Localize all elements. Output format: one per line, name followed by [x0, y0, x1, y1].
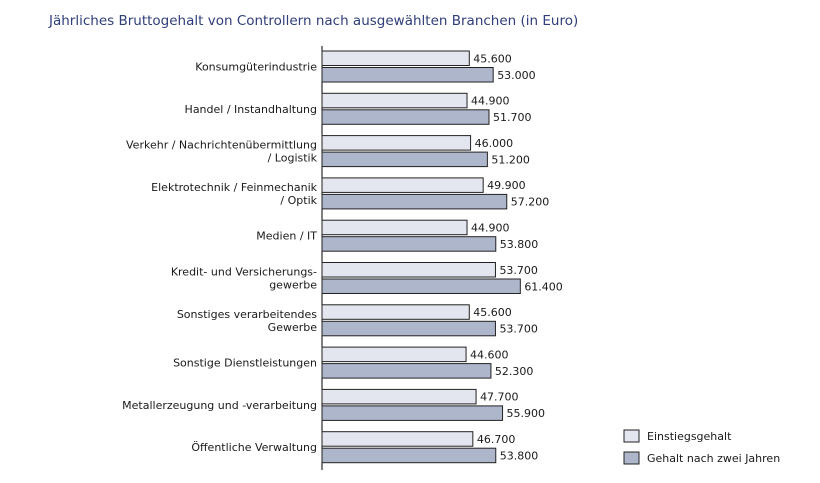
value-label: 46.000 [475, 137, 513, 150]
value-label: 46.700 [477, 433, 516, 446]
category-label: Handel / Instandhaltung [185, 103, 317, 116]
bar-gehalt-nach-zwei-jahren [321, 67, 494, 83]
value-label: 49.900 [487, 179, 526, 192]
bar-einstiegsgehalt [321, 304, 470, 320]
category-label: Elektrotechnik / Feinmechanik [151, 181, 317, 194]
category-label: Sonstige Dienstleistungen [173, 357, 317, 370]
value-label: 53.700 [499, 323, 538, 336]
bar-gehalt-nach-zwei-jahren [321, 109, 490, 125]
value-label: 51.700 [493, 111, 531, 124]
bar-einstiegsgehalt [321, 92, 468, 109]
value-label: 51.200 [491, 153, 529, 166]
value-label: 44.900 [471, 95, 510, 108]
bar-gehalt-nach-zwei-jahren [321, 447, 497, 464]
category-label: / Logistik [268, 152, 318, 165]
category-label: Konsumgüterindustrie [195, 61, 317, 74]
bar-einstiegsgehalt [321, 50, 470, 66]
bar-gehalt-nach-zwei-jahren [321, 193, 508, 210]
value-label: 53.800 [500, 449, 539, 462]
bar-gehalt-nach-zwei-jahren [321, 320, 496, 337]
category-label: / Optik [280, 194, 317, 207]
bar-gehalt-nach-zwei-jahren [321, 236, 497, 252]
category-label: Öffentliche Verwaltung [191, 441, 317, 454]
legend-label: Einstiegsgehalt [647, 430, 732, 443]
category-label: gewerbe [269, 279, 317, 292]
value-label: 45.600 [473, 306, 512, 319]
legend-swatch [623, 429, 640, 443]
value-label: 44.900 [471, 221, 510, 234]
legend-label: Gehalt nach zwei Jahren [647, 452, 780, 465]
bar-gehalt-nach-zwei-jahren [321, 151, 488, 168]
value-label: 45.600 [473, 52, 512, 65]
category-label: Kredit- und Versicherungs- [171, 266, 317, 279]
category-label: Sonstiges verarbeitendes [177, 308, 317, 321]
bar-einstiegsgehalt [321, 262, 496, 278]
bar-gehalt-nach-zwei-jahren [321, 405, 504, 421]
bar-einstiegsgehalt [321, 219, 468, 236]
category-label: Verkehr / Nachrichtenübermittlung [126, 139, 317, 152]
category-label: Metallerzeugung und -verarbeitung [122, 399, 317, 412]
legend-swatch [623, 451, 640, 465]
value-label: 57.200 [511, 196, 549, 209]
chart-title: Jährliches Bruttogehalt von Controllern … [48, 13, 578, 29]
value-label: 53.800 [500, 238, 539, 251]
bar-gehalt-nach-zwei-jahren [321, 278, 521, 294]
bar-einstiegsgehalt [321, 135, 472, 151]
value-label: 53.700 [499, 264, 538, 277]
bar-einstiegsgehalt [321, 346, 467, 363]
value-label: 53.000 [497, 69, 536, 82]
value-label: 47.700 [480, 391, 519, 404]
value-label: 52.300 [495, 365, 533, 378]
value-label: 44.600 [470, 348, 509, 361]
bar-einstiegsgehalt [321, 177, 484, 193]
bar-gehalt-nach-zwei-jahren [321, 363, 492, 379]
category-label: Gewerbe [268, 321, 318, 334]
category-label: Medien / IT [256, 230, 317, 243]
value-label: 55.900 [507, 407, 546, 420]
value-label: 61.400 [524, 280, 563, 293]
bar-einstiegsgehalt [321, 388, 477, 405]
bar-einstiegsgehalt [321, 431, 474, 447]
